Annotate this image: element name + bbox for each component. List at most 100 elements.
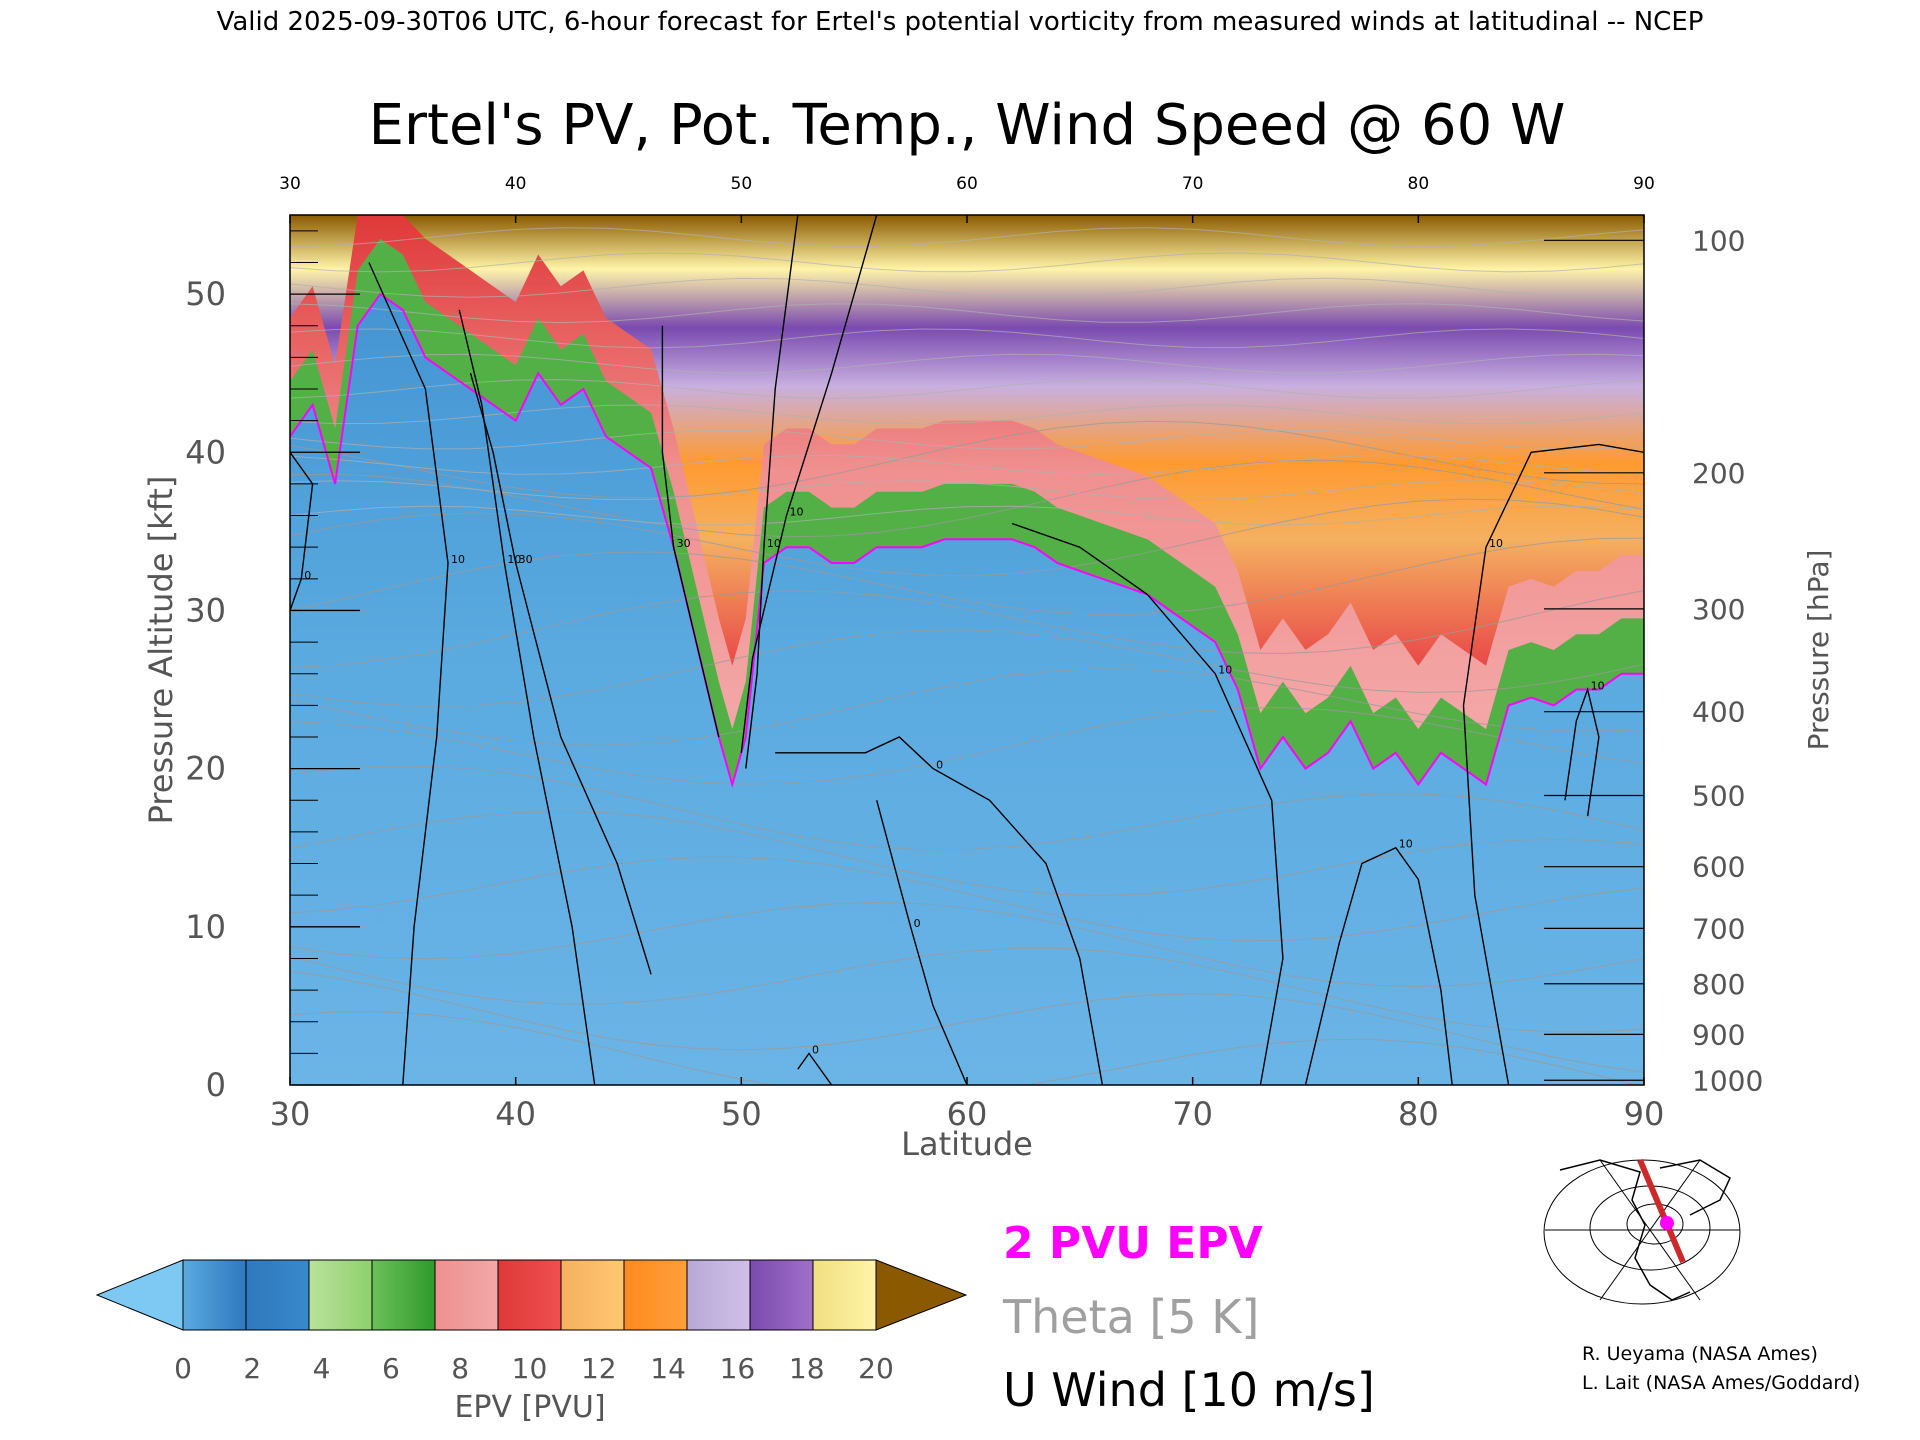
- u-wind-contour-label: 0: [936, 759, 943, 772]
- u-wind-contour-label: 0: [304, 569, 311, 582]
- pressure-axis-ticks: 100 200 300 400 500 600 700 800 900 1000: [1544, 224, 1763, 1097]
- theta-contour: [290, 379, 1644, 400]
- u-wind-contour-label: 0: [914, 917, 921, 930]
- y-axis-label: Pressure Altitude [kft]: [142, 476, 180, 825]
- theta-contour: [290, 480, 1644, 501]
- top-tick-label: 80: [1408, 174, 1430, 194]
- y-tick-label: 0: [206, 1066, 226, 1104]
- u-wind-contour: [775, 736, 1104, 1085]
- theta-contour: [290, 901, 1644, 988]
- colorbar-segment: [371, 1259, 436, 1331]
- y-tick-label: 40: [185, 433, 226, 471]
- u-wind-contour: [745, 215, 799, 769]
- u-wind-contour-label: 10: [1489, 537, 1503, 550]
- colorbar-tick-label: 18: [789, 1352, 825, 1385]
- y-tick-label: 30: [185, 591, 226, 629]
- colorbar-tick-label: 12: [581, 1352, 617, 1385]
- x-tick-label: 30: [270, 1095, 311, 1133]
- chart-title: Ertel's PV, Pot. Temp., Wind Speed @ 60 …: [369, 93, 1566, 158]
- colorbar-tick-label: 2: [243, 1352, 261, 1385]
- colorbar-ticks: 0 2 4 6 8 10 12 14 16 18 20: [174, 1352, 894, 1385]
- colorbar-segment: [182, 1259, 247, 1331]
- u-wind-contour: [469, 373, 652, 975]
- stratosphere-band-upper: [290, 215, 1644, 666]
- u-wind-contour-label: 10: [789, 506, 803, 519]
- pressure-tick-label: 900: [1692, 1018, 1745, 1051]
- colorbar-tick-label: 16: [720, 1352, 756, 1385]
- credit-line-1: R. Ueyama (NASA Ames): [1582, 1343, 1818, 1365]
- u-wind-contour: [876, 800, 968, 1085]
- colorbar-segment: [497, 1259, 562, 1331]
- colorbar-segment: [434, 1259, 499, 1331]
- colorbar: [95, 1259, 968, 1331]
- theta-contour: [290, 404, 1644, 425]
- tropopause-2pvu-line: [290, 292, 1644, 789]
- theta-contour: [290, 947, 1644, 1033]
- colorbar-segment: [245, 1259, 310, 1331]
- u-wind-contour: [1564, 687, 1600, 817]
- pressure-tick-label: 600: [1692, 851, 1745, 884]
- theta-contour: [290, 252, 1644, 273]
- top-tick-label: 70: [1182, 174, 1204, 194]
- theta-contour: [290, 765, 1644, 851]
- pressure-tick-label: 400: [1692, 696, 1745, 729]
- colorbar-segment: [812, 1259, 877, 1331]
- colorbar-tick-label: 8: [451, 1352, 469, 1385]
- theta-contour: [290, 856, 1644, 942]
- theta-contour: [290, 328, 1644, 349]
- y-tick-label: 10: [185, 908, 226, 946]
- u-wind-contour: [1462, 443, 1644, 1085]
- theta-contour: [290, 429, 1644, 450]
- top-tick-label: 50: [731, 174, 753, 194]
- u-wind-contour-label: 10: [1591, 680, 1605, 693]
- theta-contour: [290, 505, 1644, 526]
- x-tick-label: 50: [721, 1095, 762, 1133]
- map-coastline: [1559, 1159, 1731, 1301]
- theta-contour: [290, 1011, 1639, 1085]
- map-location-dot: [1660, 1216, 1674, 1230]
- u-wind-contour: [1011, 522, 1284, 1085]
- u-wind-contour-label: 10: [1399, 838, 1413, 851]
- pressure-tick-label: 800: [1692, 968, 1745, 1001]
- u-wind-contour-label: 30: [677, 537, 691, 550]
- colorbar-segment: [308, 1259, 373, 1331]
- u-wind-contour: [458, 309, 596, 1085]
- y-tick-label: 20: [185, 750, 226, 788]
- pressure-axis-label: Pressure [hPa]: [1802, 550, 1835, 751]
- x-tick-label: 80: [1398, 1095, 1439, 1133]
- u-wind-contour: [1304, 846, 1453, 1085]
- theta-contour: [290, 707, 1644, 785]
- legend: 2 PVU EPV Theta [5 K] U Wind [10 m/s]: [1002, 1218, 1375, 1417]
- theta-contour: [290, 810, 1644, 896]
- u-wind-contour-label: 0: [812, 1043, 819, 1056]
- colorbar-tick-label: 14: [650, 1352, 686, 1385]
- colorbar-tick-label: 6: [382, 1352, 400, 1385]
- u-wind-contour: [797, 1052, 833, 1085]
- x-tick-label: 60: [947, 1095, 988, 1133]
- map-meridian: [1599, 1159, 1701, 1301]
- map-globe: [1543, 1159, 1741, 1305]
- theta-contour: [290, 629, 1644, 707]
- u-wind-contour-label: 10: [767, 537, 781, 550]
- theta-contour: [290, 227, 1644, 248]
- pressure-tick-label: 700: [1692, 912, 1745, 945]
- map-section-line: [1637, 1158, 1686, 1264]
- colorbar-segment: [686, 1259, 751, 1331]
- u-wind-contour: [368, 262, 449, 1085]
- y-axis-ticks: 0 10 20 30 40 50: [185, 230, 360, 1104]
- x-tick-label: 90: [1624, 1095, 1665, 1133]
- theta-contour: [290, 420, 1644, 499]
- pressure-tick-label: 300: [1692, 593, 1745, 626]
- top-tick-label: 40: [505, 174, 527, 194]
- map-parallel: [1589, 1185, 1711, 1271]
- x-tick-label: 70: [1172, 1095, 1213, 1133]
- pressure-tick-label: 100: [1692, 224, 1745, 257]
- u-wind-contour-label: 10: [1218, 664, 1232, 677]
- credit-line-2: L. Lait (NASA Ames/Goddard): [1582, 1372, 1860, 1394]
- u-wind-contour-label: 30: [519, 553, 533, 566]
- x-axis-label: Latitude: [901, 1125, 1033, 1163]
- locator-map: [1543, 1158, 1741, 1305]
